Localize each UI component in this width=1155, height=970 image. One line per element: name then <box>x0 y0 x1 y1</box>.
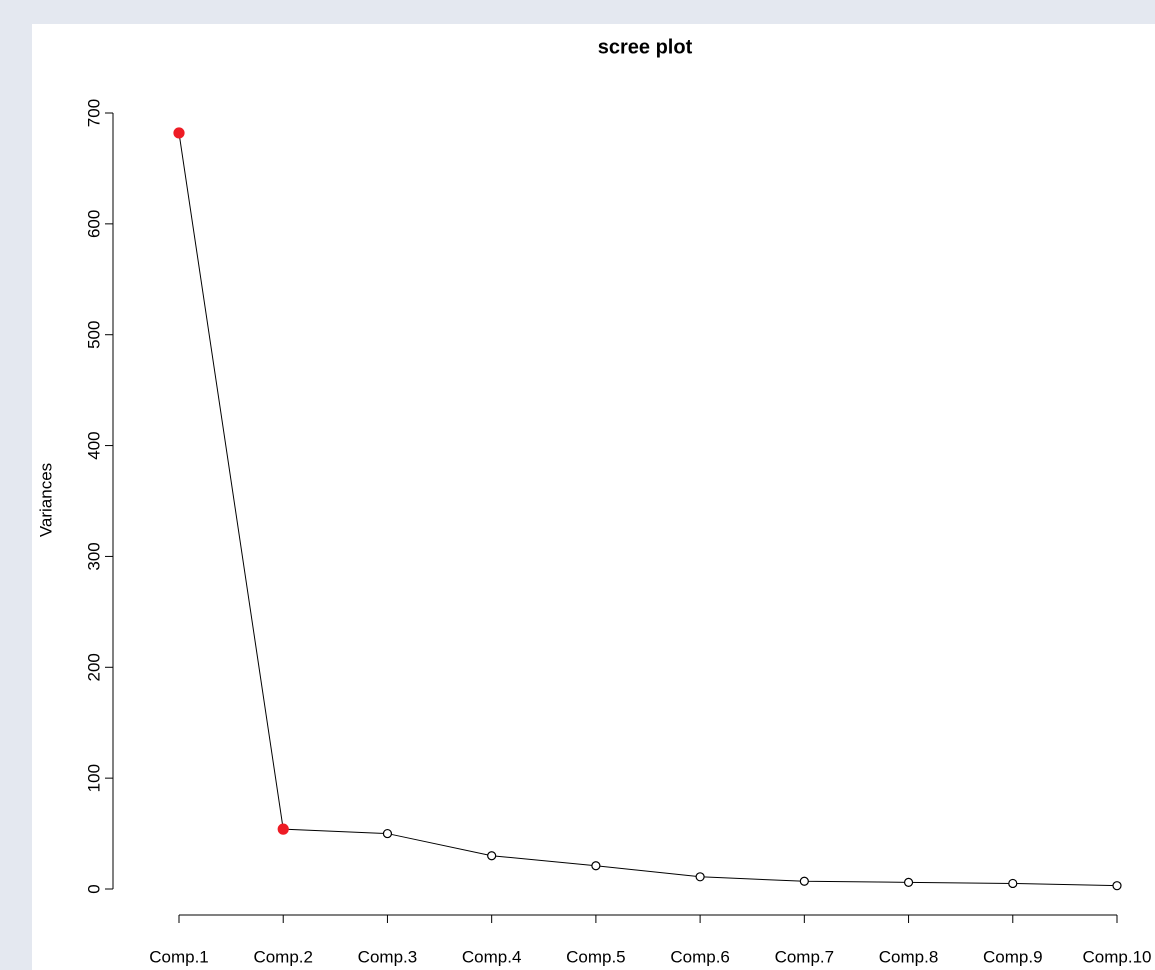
x-tick-label: Comp.9 <box>983 947 1043 966</box>
y-tick-label: 0 <box>84 884 103 893</box>
x-tick-label: Comp.4 <box>462 947 522 966</box>
x-tick-label: Comp.7 <box>775 947 835 966</box>
x-tick-label: Comp.10 <box>1083 947 1152 966</box>
point <box>1008 878 1018 889</box>
line <box>178 132 1118 887</box>
point <box>382 828 393 839</box>
point <box>1112 881 1122 891</box>
x-tick-label: Comp.6 <box>670 947 730 966</box>
plot-panel <box>32 24 1155 970</box>
y-tick-label: 700 <box>84 99 103 127</box>
x-tick-label: Comp.1 <box>149 947 209 966</box>
point <box>695 872 705 882</box>
point <box>173 127 185 139</box>
chart-title: scree plot <box>598 36 693 58</box>
x-tick-label: Comp.3 <box>358 947 418 966</box>
point <box>277 823 289 835</box>
point <box>591 861 601 871</box>
x-tick-label: Comp.5 <box>566 947 626 966</box>
y-tick-label: 600 <box>84 210 103 238</box>
y-tick-label: 400 <box>84 431 103 459</box>
x-tick-label: Comp.2 <box>253 947 313 966</box>
y-axis-label: Variances <box>36 463 55 537</box>
y-tick-label: 100 <box>84 764 103 792</box>
x-tick-label: Comp.8 <box>879 947 939 966</box>
y-tick-label: 200 <box>84 653 103 681</box>
y-tick-label: 500 <box>84 321 103 349</box>
point <box>487 851 497 861</box>
y-tick-label: 300 <box>84 542 103 570</box>
point <box>799 876 809 886</box>
point <box>903 877 914 887</box>
